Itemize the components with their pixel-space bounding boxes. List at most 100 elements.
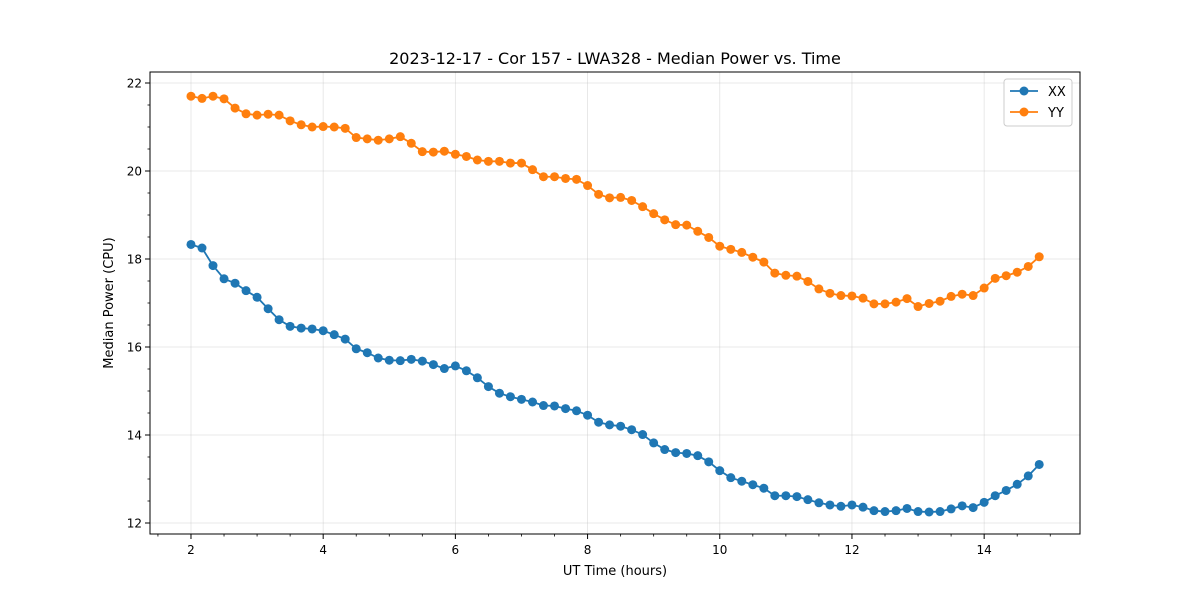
data-point-yy: [693, 226, 703, 236]
data-point-xx: [902, 503, 912, 513]
data-point-yy: [814, 284, 824, 294]
data-point-xx: [241, 286, 251, 296]
data-point-xx: [649, 438, 659, 448]
data-point-yy: [329, 122, 339, 132]
data-point-yy: [439, 146, 449, 156]
data-point-yy: [263, 109, 273, 119]
data-point-yy: [252, 110, 262, 120]
data-point-xx: [726, 473, 736, 483]
data-point-yy: [616, 192, 626, 202]
data-point-yy: [770, 268, 780, 278]
data-point-xx: [825, 500, 835, 510]
data-point-yy: [935, 296, 945, 306]
data-point-yy: [550, 172, 560, 182]
data-point-xx: [583, 410, 593, 420]
ticks: 2 4 6 8 10 12 14 12 14 16 18 20 22: [127, 77, 1051, 557]
data-point-yy: [979, 283, 989, 293]
x-tick-label: 6: [452, 543, 460, 557]
data-point-xx: [737, 476, 747, 486]
x-tick-label: 12: [844, 543, 859, 557]
data-point-yy: [924, 298, 934, 308]
data-point-xx: [979, 497, 989, 507]
data-point-xx: [505, 392, 515, 402]
y-axis-label: Median Power (CPU): [102, 237, 117, 368]
data-point-xx: [616, 421, 626, 431]
data-point-xx: [197, 243, 207, 253]
data-point-xx: [671, 448, 681, 458]
data-point-xx: [836, 501, 846, 511]
data-point-xx: [1001, 485, 1011, 495]
data-point-xx: [450, 361, 460, 371]
data-point-yy: [1023, 261, 1033, 271]
series-yy: [186, 91, 1044, 312]
data-point-xx: [340, 334, 350, 344]
data-point-xx: [461, 366, 471, 376]
data-point-yy: [505, 158, 515, 168]
x-tick-label: 8: [584, 543, 592, 557]
data-point-yy: [428, 147, 438, 157]
x-tick-label: 10: [712, 543, 727, 557]
data-point-yy: [572, 174, 582, 184]
data-point-xx: [605, 420, 615, 430]
data-point-xx: [230, 278, 240, 288]
data-point-yy: [594, 189, 604, 199]
data-point-yy: [825, 288, 835, 298]
data-point-xx: [869, 506, 879, 516]
data-point-xx: [252, 292, 262, 302]
data-point-yy: [472, 155, 482, 165]
data-point-yy: [351, 133, 361, 143]
data-point-yy: [858, 293, 868, 303]
y-tick-label: 14: [127, 429, 142, 443]
data-point-xx: [285, 321, 295, 331]
data-point-yy: [946, 291, 956, 301]
data-point-yy: [384, 134, 394, 144]
legend-marker-xx: [1019, 86, 1029, 96]
data-point-xx: [759, 483, 769, 493]
data-point-xx: [1034, 459, 1044, 469]
legend-label-yy: YY: [1047, 106, 1064, 121]
data-point-xx: [528, 397, 538, 407]
legend-marker-yy: [1019, 107, 1029, 117]
data-point-yy: [781, 270, 791, 280]
data-point-xx: [1012, 479, 1022, 489]
data-point-xx: [858, 502, 868, 512]
data-point-yy: [186, 91, 196, 101]
data-point-xx: [219, 274, 229, 284]
legend-label-xx: XX: [1048, 85, 1066, 100]
data-point-yy: [836, 291, 846, 301]
data-point-yy: [803, 276, 813, 286]
data-point-xx: [395, 356, 405, 366]
data-point-xx: [770, 491, 780, 501]
y-tick-label: 20: [127, 165, 142, 179]
data-point-yy: [902, 294, 912, 304]
data-point-yy: [461, 151, 471, 161]
data-point-xx: [494, 388, 504, 398]
data-point-xx: [550, 401, 560, 411]
legend: XX YY: [1003, 78, 1073, 127]
data-point-xx: [693, 451, 703, 461]
data-point-yy: [230, 103, 240, 113]
data-point-xx: [186, 239, 196, 249]
data-point-xx: [946, 504, 956, 514]
data-point-yy: [891, 297, 901, 307]
data-point-yy: [318, 122, 328, 132]
data-point-yy: [528, 165, 538, 175]
data-point-yy: [197, 93, 207, 103]
data-point-yy: [494, 156, 504, 166]
data-point-yy: [362, 134, 372, 144]
data-point-xx: [561, 404, 571, 414]
data-point-yy: [968, 291, 978, 301]
data-point-yy: [726, 244, 736, 254]
data-point-xx: [428, 360, 438, 370]
data-point-xx: [384, 355, 394, 365]
data-point-yy: [715, 241, 725, 251]
data-point-yy: [605, 193, 615, 203]
data-point-yy: [241, 109, 251, 119]
grid: [150, 72, 1080, 534]
data-point-xx: [406, 354, 416, 364]
data-point-xx: [274, 315, 284, 325]
data-point-yy: [748, 252, 758, 262]
data-point-yy: [1001, 271, 1011, 281]
data-point-yy: [583, 181, 593, 191]
data-point-yy: [450, 149, 460, 159]
